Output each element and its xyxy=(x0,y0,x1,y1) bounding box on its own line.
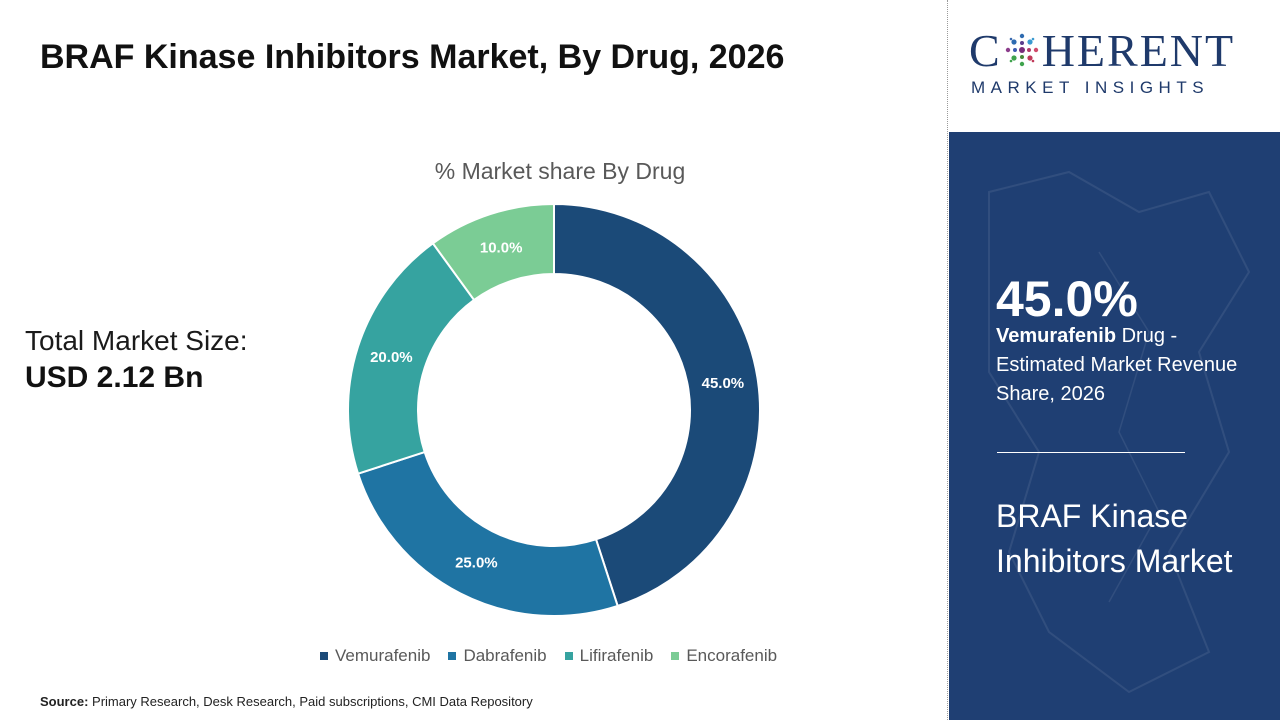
donut-slice-vemurafenib xyxy=(553,202,761,608)
legend-label: Lifirafenib xyxy=(579,646,654,665)
data-label-dabrafenib: 25.0% xyxy=(455,554,498,571)
main-panel: BRAF Kinase Inhibitors Market, By Drug, … xyxy=(25,0,948,720)
legend-item-dabrafenib: Dabrafenib xyxy=(448,646,547,666)
market-size-block: Total Market Size: USD 2.12 Bn xyxy=(25,324,248,398)
logo-globe-icon xyxy=(1005,33,1038,67)
source-note: Source: Primary Research, Desk Research,… xyxy=(40,694,533,709)
donut-chart: 45.0% 25.0% 20.0% 10.0% xyxy=(347,202,761,617)
legend-item-lifirafenib: Lifirafenib xyxy=(564,646,654,666)
chart-legend: Vemurafenib Dabrafenib Lifirafenib Encorafe… xyxy=(320,646,820,666)
legend-item-vemurafenib: Vemurafenib xyxy=(320,646,430,666)
legend-swatch xyxy=(320,652,328,660)
logo-wordmark-c: C xyxy=(969,25,1002,76)
market-size-value: USD 2.12 Bn xyxy=(25,361,204,394)
map-texture xyxy=(988,170,1251,694)
logo-subtitle: MARKET INSIGHTS xyxy=(971,78,1210,97)
chart-title: % Market share By Drug xyxy=(434,158,686,184)
highlight-value: 45.0% xyxy=(996,271,1138,327)
market-name: BRAF Kinase Inhibitors Market xyxy=(996,498,1233,579)
divider xyxy=(997,452,1185,453)
highlight-desc-text: Drug - Estimated Market Revenue Share, 2… xyxy=(996,325,1238,405)
legend-swatch xyxy=(564,652,573,660)
logo: C HERENT MARKET INSIGHTS xyxy=(949,0,1280,132)
highlight-description: Vemurafenib Drug - Estimated Market Reve… xyxy=(996,322,1256,409)
highlight-panel: 45.0% Vemurafenib Drug - Estimated Marke… xyxy=(949,132,1280,720)
legend-swatch xyxy=(448,652,457,660)
page-title: BRAF Kinase Inhibitors Market, By Drug, … xyxy=(40,38,785,76)
data-label-vemurafenib: 45.0% xyxy=(702,375,745,392)
legend-label: Dabrafenib xyxy=(463,646,547,665)
source-text: Primary Research, Desk Research, Paid su… xyxy=(92,694,533,709)
data-label-encorafenib: 10.0% xyxy=(480,239,523,256)
logo-wordmark-rest: HERENT xyxy=(1041,25,1236,76)
donut-slice-encorafenib xyxy=(431,202,555,302)
source-label: Source: xyxy=(40,694,89,709)
highlight-drug: Vemurafenib xyxy=(996,325,1117,347)
legend-swatch xyxy=(671,652,680,660)
logo-wordmark: C HERENT xyxy=(969,28,1235,74)
legend-item-encorafenib: Encorafenib xyxy=(671,646,777,666)
legend-label: Vemurafenib xyxy=(335,646,431,665)
legend-label: Encorafenib xyxy=(686,646,778,665)
market-size-label: Total Market Size: xyxy=(25,325,248,356)
donut-slice-dabrafenib xyxy=(356,450,619,617)
data-label-lifirafenib: 20.0% xyxy=(370,349,413,366)
